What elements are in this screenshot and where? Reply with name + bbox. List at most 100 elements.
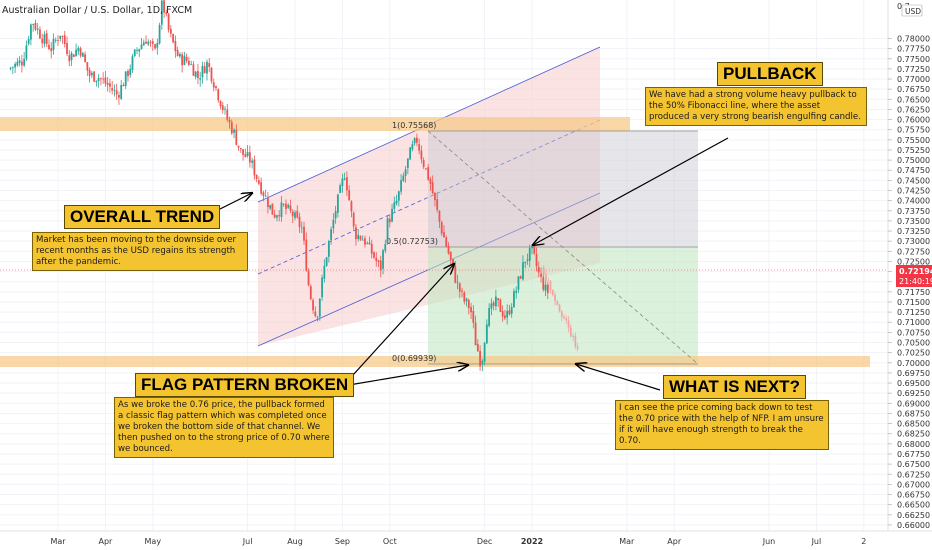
- candle-body: [269, 205, 272, 209]
- candle-body: [388, 218, 391, 223]
- candle-body: [309, 286, 312, 300]
- y-tick-label: 0.70750: [897, 328, 930, 337]
- arrow-next: [576, 364, 661, 391]
- candle-body: [361, 239, 364, 241]
- candle-body: [118, 94, 120, 98]
- y-tick-label: 0.76500: [897, 95, 930, 104]
- candle-body: [533, 244, 536, 254]
- candle-body: [68, 55, 71, 62]
- candle-body: [50, 48, 53, 52]
- candle-body: [499, 299, 502, 312]
- overall-trend-title[interactable]: OVERALL TREND: [64, 205, 221, 229]
- candle-body: [497, 298, 500, 301]
- fib-label-05: 0.5(0.72753): [386, 237, 438, 246]
- current-price-box: [896, 265, 932, 287]
- candle-body: [420, 150, 423, 160]
- candle-body: [228, 120, 231, 123]
- candle-body: [404, 169, 407, 176]
- candle-body: [546, 284, 549, 294]
- what-next-body[interactable]: I can see the price coming back down to …: [615, 400, 829, 450]
- flag-pattern-title[interactable]: FLAG PATTERN BROKEN: [135, 373, 355, 397]
- candle-body: [429, 178, 432, 184]
- x-tick-label: Apr: [667, 537, 682, 546]
- candle-body: [336, 194, 339, 213]
- candle-body: [526, 259, 529, 261]
- candle-body: [472, 310, 475, 323]
- candle-body: [461, 290, 463, 292]
- projected-body: [547, 280, 550, 282]
- y-tick-label: 0.74000: [897, 197, 930, 206]
- candle-body: [422, 160, 425, 168]
- y-tick-label: 0.69000: [897, 399, 930, 408]
- y-tick-label: 0.76750: [897, 85, 930, 94]
- candle-body: [456, 281, 459, 283]
- candle-body: [122, 84, 125, 87]
- y-tick-label: 0.75000: [897, 156, 930, 165]
- candle-body: [244, 154, 247, 157]
- candle-body: [14, 63, 17, 68]
- candle-body: [436, 199, 439, 210]
- x-tick-label: Jul: [242, 537, 253, 546]
- pullback-body[interactable]: We have had a strong volume heavy pullba…: [645, 87, 867, 126]
- candle-body: [395, 200, 398, 204]
- candle-body: [217, 89, 220, 101]
- projected-body: [556, 300, 559, 305]
- time-axis-ticks: Mar Apr May Jul Aug Sep Oct Dec 2022 Mar Apr Jun Jul…: [50, 537, 866, 546]
- y-tick-label: 0.70500: [897, 339, 930, 348]
- candle-body: [517, 276, 520, 290]
- candle-body: [524, 261, 527, 264]
- candle-body: [465, 298, 468, 302]
- overall-trend-body[interactable]: Market has been moving to the downside o…: [32, 232, 248, 271]
- candle-body: [230, 122, 233, 134]
- candle-body: [253, 159, 256, 176]
- candle-body: [239, 148, 242, 150]
- y-tick-label: 0.66750: [897, 491, 930, 500]
- candle-body: [188, 60, 190, 65]
- candle-body: [79, 48, 82, 56]
- candle-body: [458, 283, 461, 292]
- candle-body: [298, 216, 301, 227]
- candle-body: [133, 49, 136, 57]
- y-tick-label: 0.68250: [897, 430, 930, 439]
- y-tick-label: 0.69750: [897, 369, 930, 378]
- candle-body: [115, 90, 118, 95]
- currency-badge[interactable]: [901, 4, 923, 17]
- candle-body: [506, 311, 509, 318]
- y-tick-label: 0.73750: [897, 207, 930, 216]
- candle-body: [233, 129, 235, 133]
- candle-body: [501, 310, 504, 317]
- candle-body: [142, 42, 145, 46]
- what-next-title[interactable]: WHAT IS NEXT?: [663, 375, 806, 399]
- candle-body: [251, 160, 254, 163]
- candle-body: [45, 33, 48, 44]
- candlestick-series: [9, 0, 549, 372]
- y-tick-label: 0.75750: [897, 126, 930, 135]
- candle-body: [318, 298, 321, 317]
- candle-body: [93, 71, 96, 82]
- flag-pattern-body[interactable]: As we broke the 0.76 price, the pullback…: [114, 397, 334, 458]
- candle-body: [454, 266, 457, 283]
- candle-body: [41, 38, 44, 44]
- candle-body: [178, 53, 181, 57]
- candle-body: [183, 55, 186, 65]
- candle-body: [307, 271, 310, 286]
- candle-body: [102, 78, 105, 80]
- candle-body: [169, 28, 172, 34]
- candle-body: [81, 52, 84, 57]
- candle-body: [70, 52, 73, 60]
- projected-body: [560, 311, 563, 317]
- candle-body: [393, 202, 396, 209]
- candle-body: [332, 219, 335, 229]
- fib-trend-line: [427, 130, 699, 365]
- candle-body: [431, 182, 434, 194]
- candle-body: [224, 108, 226, 110]
- y-tick-label: 0.72500: [897, 257, 930, 266]
- candle-body: [303, 226, 305, 241]
- candle-body: [327, 241, 330, 257]
- candle-body: [176, 49, 179, 56]
- candle-body: [282, 204, 285, 205]
- pullback-title[interactable]: PULLBACK: [717, 62, 823, 86]
- y-tick-label: 0.73250: [897, 227, 930, 236]
- candle-body: [106, 82, 109, 85]
- candle-body: [515, 290, 518, 293]
